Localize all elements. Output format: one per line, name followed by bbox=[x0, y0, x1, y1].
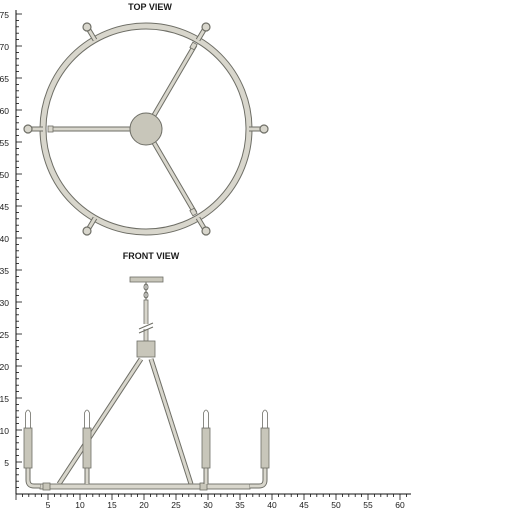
candle-sleeve-1 bbox=[23, 427, 33, 469]
y-tick-label: 35 bbox=[0, 266, 9, 276]
spokes bbox=[47, 41, 198, 217]
x-tick-labels: 5 10 15 20 25 30 35 40 45 50 55 60 bbox=[46, 500, 405, 510]
y-tick-labels: 75 70 65 60 55 50 45 40 35 30 25 20 15 1… bbox=[0, 10, 9, 468]
front-view-title: FRONT VIEW bbox=[123, 251, 180, 261]
break-mark bbox=[138, 322, 154, 334]
x-tick-label: 60 bbox=[395, 500, 405, 510]
y-tick-label: 10 bbox=[0, 426, 9, 436]
ring-bar bbox=[39, 483, 251, 490]
x-tick-label: 30 bbox=[203, 500, 213, 510]
x-tick-label: 40 bbox=[267, 500, 277, 510]
x-tick-label: 35 bbox=[235, 500, 245, 510]
y-tick-label: 75 bbox=[0, 10, 9, 20]
y-tick-label: 5 bbox=[4, 458, 9, 468]
x-tick-label: 50 bbox=[331, 500, 341, 510]
diagonal-supports bbox=[56, 357, 194, 486]
y-tick-label: 50 bbox=[0, 170, 9, 180]
center-hub bbox=[129, 112, 163, 146]
candle-sleeve-4 bbox=[260, 427, 270, 469]
y-tick-label: 15 bbox=[0, 394, 9, 404]
bulb-4 bbox=[262, 409, 268, 429]
y-tick-label: 65 bbox=[0, 74, 9, 84]
top-view-title: TOP VIEW bbox=[128, 2, 172, 12]
candle-sleeve-2 bbox=[82, 427, 92, 469]
arm-ends bbox=[23, 22, 269, 236]
canopy bbox=[129, 276, 164, 283]
x-tick-label: 15 bbox=[107, 500, 117, 510]
ring-joint-right bbox=[199, 482, 208, 491]
candle-arms bbox=[25, 466, 268, 489]
candle-sleeve-3 bbox=[201, 427, 211, 469]
x-tick-label: 20 bbox=[139, 500, 149, 510]
x-tick-label: 55 bbox=[363, 500, 373, 510]
y-tick-label: 60 bbox=[0, 106, 9, 116]
y-tick-label: 20 bbox=[0, 362, 9, 372]
y-tick-label: 40 bbox=[0, 234, 9, 244]
y-tick-label: 45 bbox=[0, 202, 9, 212]
y-tick-label: 30 bbox=[0, 298, 9, 308]
y-tick-label: 25 bbox=[0, 330, 9, 340]
y-tick-label: 70 bbox=[0, 42, 9, 52]
x-tick-label: 45 bbox=[299, 500, 309, 510]
bulb-1 bbox=[25, 409, 31, 429]
front-view bbox=[23, 276, 270, 491]
x-tick-label: 25 bbox=[171, 500, 181, 510]
horizontal-ruler bbox=[15, 493, 411, 500]
vertical-ruler bbox=[15, 10, 22, 495]
ring-joint-left bbox=[42, 482, 51, 491]
hub-block bbox=[136, 340, 156, 358]
down-rod bbox=[143, 299, 149, 342]
y-tick-label: 55 bbox=[0, 138, 9, 148]
x-tick-label: 10 bbox=[75, 500, 85, 510]
bulb-2 bbox=[84, 409, 90, 429]
bulb-3 bbox=[203, 409, 209, 429]
chain bbox=[143, 282, 149, 300]
top-view bbox=[23, 22, 269, 236]
x-tick-label: 5 bbox=[46, 500, 51, 510]
candles bbox=[23, 409, 270, 469]
